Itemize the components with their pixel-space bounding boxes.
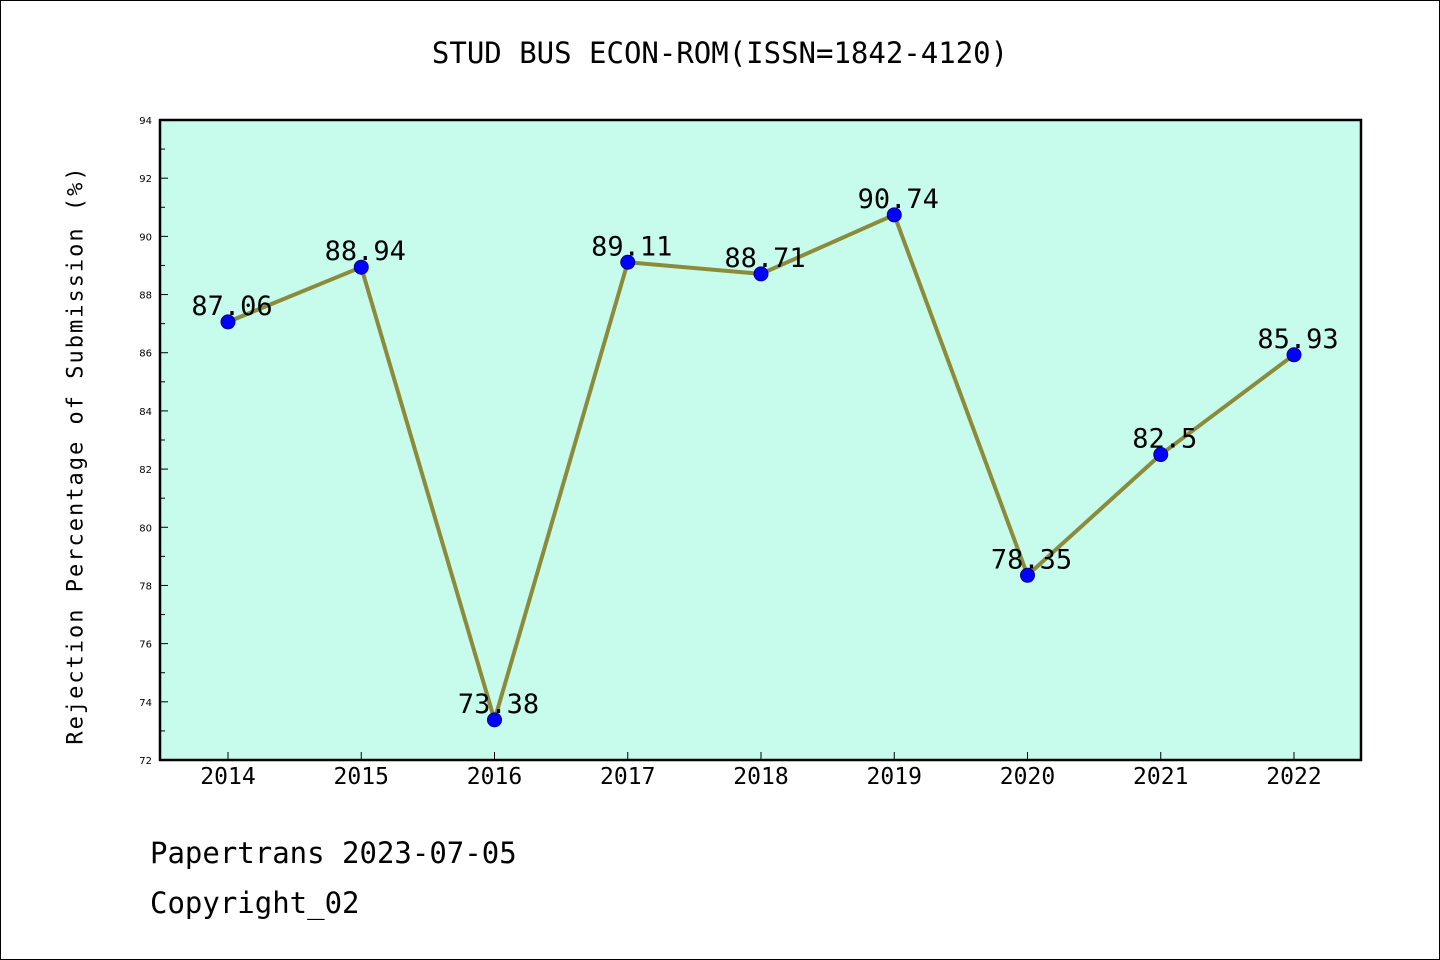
data-label: 78.35: [991, 544, 1072, 575]
footer-date-text: Papertrans 2023-07-05: [150, 836, 517, 870]
data-label: 88.94: [325, 236, 406, 267]
y-tick-label: 94: [139, 116, 152, 127]
data-point: [1153, 447, 1169, 463]
data-label: 82.5: [1132, 424, 1197, 455]
y-tick-label: 74: [139, 698, 152, 709]
y-tick-label: 72: [139, 756, 152, 767]
y-tick-label: 88: [139, 291, 152, 302]
x-tick-label: 2017: [600, 764, 655, 790]
data-point: [620, 254, 636, 270]
data-label: 90.74: [858, 184, 939, 215]
y-tick-label: 86: [139, 349, 152, 360]
y-tick-label: 92: [139, 174, 152, 185]
y-tick-label: 90: [139, 232, 152, 243]
data-label: 85.93: [1257, 324, 1338, 355]
data-point: [353, 259, 369, 275]
x-tick-label: 2016: [467, 764, 522, 790]
data-point: [220, 314, 236, 330]
data-label: 88.71: [724, 243, 805, 274]
y-tick-label: 84: [139, 407, 152, 418]
x-tick-label: 2014: [200, 764, 255, 790]
chart-title: STUD BUS ECON-ROM(ISSN=1842-4120): [431, 36, 1009, 70]
y-tick-label: 76: [139, 640, 152, 651]
y-tick-label: 80: [139, 523, 152, 534]
footer-copyright-text: Copyright_02: [150, 886, 360, 920]
data-point: [753, 266, 769, 282]
x-tick-label: 2015: [334, 764, 389, 790]
data-point: [487, 712, 502, 728]
x-tick-label: 2022: [1266, 764, 1321, 790]
x-tick-label: 2019: [867, 764, 922, 790]
data-label: 87.06: [191, 291, 272, 322]
data-label: 89.11: [591, 231, 672, 262]
x-tick-label: 2021: [1133, 764, 1188, 790]
plot-frame: [158, 118, 1363, 762]
data-label: 73.38: [458, 689, 539, 720]
data-point: [886, 207, 902, 223]
plot-area: [160, 120, 1361, 760]
y-axis-label: Rejection Percentage of Submission (%): [63, 165, 89, 745]
y-tick-label: 82: [139, 465, 152, 476]
x-tick-label: 2020: [1000, 764, 1055, 790]
data-point: [1020, 567, 1035, 583]
data-point: [1286, 347, 1302, 363]
x-tick-label: 2018: [733, 764, 788, 790]
y-tick-label: 78: [139, 581, 152, 592]
